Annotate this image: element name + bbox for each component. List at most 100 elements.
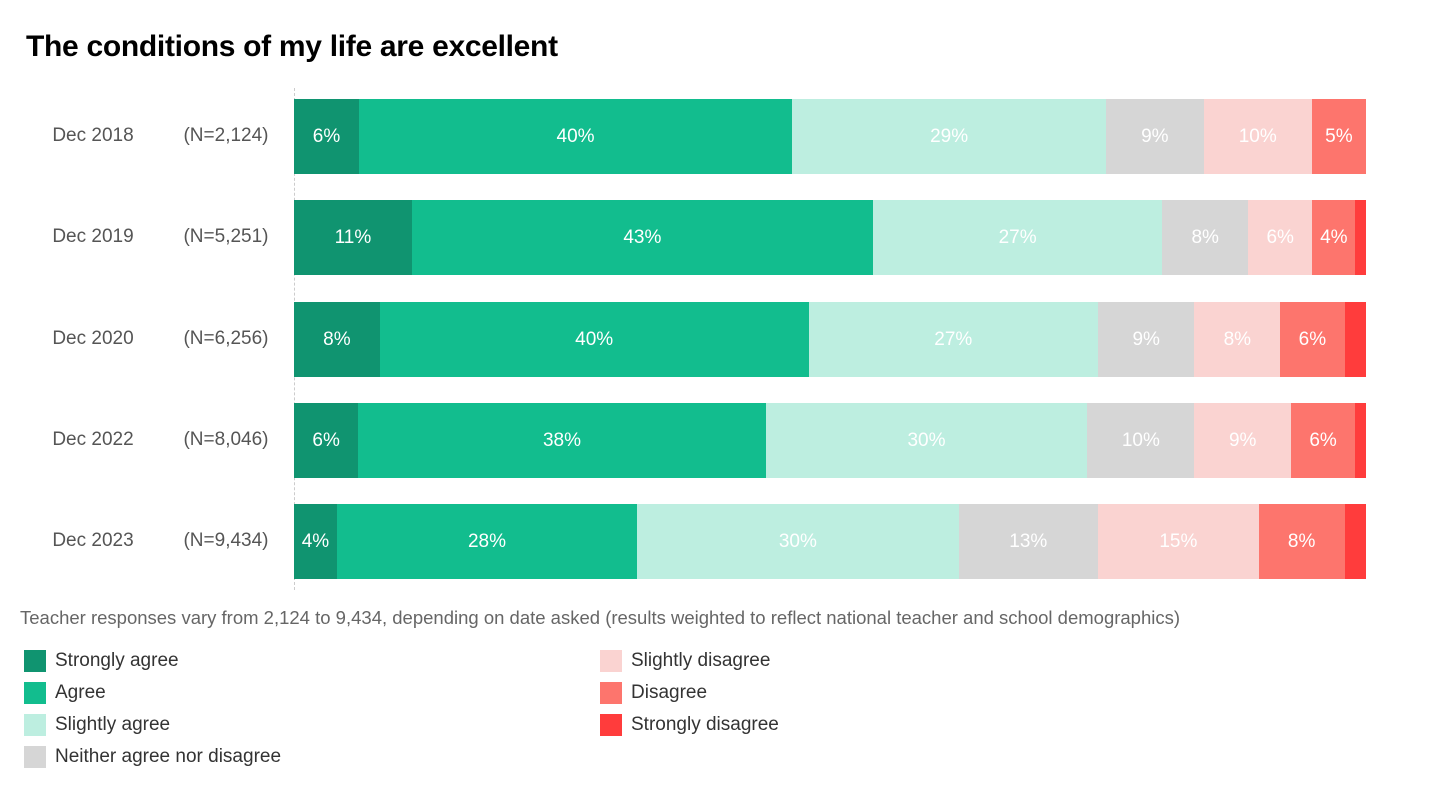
data-label: 6% <box>1309 429 1337 451</box>
bar-segment <box>1355 403 1366 478</box>
bar-segment: 38% <box>358 403 766 478</box>
data-label: 9% <box>1228 429 1257 451</box>
bar-segment: 40% <box>379 302 809 377</box>
data-label: 6% <box>312 429 340 451</box>
bar-segment: 10% <box>1203 99 1312 174</box>
data-label: 9% <box>1141 125 1169 147</box>
data-label: 43% <box>623 226 662 248</box>
sample-size-label: (N=9,434) <box>183 530 269 551</box>
legend-swatch <box>600 650 622 672</box>
category-label: Dec 2020 <box>52 328 134 349</box>
bar-segment: 11% <box>294 200 412 275</box>
bar-segment: 8% <box>1258 504 1345 579</box>
legend-label: Neither agree nor disagree <box>55 746 282 767</box>
bar-segment: 29% <box>792 99 1107 174</box>
data-label: 8% <box>1223 328 1252 350</box>
legend-label: Strongly agree <box>55 650 179 671</box>
data-label: 4% <box>301 530 330 552</box>
footnote: Teacher responses vary from 2,124 to 9,4… <box>20 607 1181 628</box>
data-label: 6% <box>312 125 341 147</box>
data-label: 15% <box>1159 530 1198 552</box>
data-label: 6% <box>1298 328 1327 350</box>
legend-label: Slightly agree <box>55 714 171 735</box>
data-label: 27% <box>998 226 1037 248</box>
bar-segment <box>1344 504 1366 579</box>
sample-size-label: (N=5,251) <box>183 226 269 247</box>
data-label: 11% <box>334 226 372 248</box>
bar-segment: 27% <box>808 302 1098 377</box>
bar-segment: 4% <box>294 504 337 579</box>
data-label: 29% <box>930 125 969 147</box>
legend-item: Strongly disagree <box>600 714 779 736</box>
bar-segment: 27% <box>872 200 1163 275</box>
data-label: 5% <box>1325 125 1353 147</box>
legend-item: Strongly agree <box>24 650 179 672</box>
legend-label: Strongly disagree <box>631 714 779 735</box>
bar-segment: 8% <box>294 302 380 377</box>
bar-segment: 30% <box>765 403 1088 478</box>
legend-swatch <box>24 746 46 768</box>
legend-item: Agree <box>24 682 106 704</box>
sample-size-label: (N=6,256) <box>183 328 269 349</box>
legend-swatch <box>600 714 622 736</box>
data-label: 9% <box>1132 328 1160 350</box>
category-label: Dec 2023 <box>52 530 134 551</box>
sample-size-label: (N=2,124) <box>183 125 269 146</box>
data-label: 8% <box>1191 226 1219 248</box>
data-label: 10% <box>1238 125 1277 147</box>
legend-swatch <box>600 682 622 704</box>
bar-segment <box>1355 200 1366 275</box>
data-label: 13% <box>1009 530 1048 552</box>
legend-item: Disagree <box>600 682 707 704</box>
data-label: 4% <box>1320 226 1348 248</box>
bar-segment: 15% <box>1097 504 1259 579</box>
bar-segment: 8% <box>1194 302 1281 377</box>
data-label: 40% <box>556 125 595 147</box>
stacked-bar: 11% 43% 27% 8% 6% 4% <box>294 200 1366 275</box>
stacked-bar: 4% 28% 30% 13% 15% 8% <box>294 504 1366 579</box>
bar-segment: 40% <box>358 99 793 174</box>
legend-label: Slightly disagree <box>631 650 771 671</box>
data-label: 38% <box>542 429 581 451</box>
bar-segment: 5% <box>1311 99 1366 174</box>
bar-segment: 9% <box>1097 302 1195 377</box>
bar-segment: 6% <box>1280 302 1345 377</box>
data-label: 10% <box>1121 429 1160 451</box>
stacked-bar: 6% 38% 30% 10% 9% 6% <box>294 403 1366 478</box>
bar-segment: 6% <box>294 403 359 478</box>
bar-segment: 10% <box>1087 403 1195 478</box>
data-label: 40% <box>575 328 614 350</box>
bar-segment: 6% <box>1248 200 1313 275</box>
data-label: 28% <box>467 530 506 552</box>
bar-segment: 9% <box>1106 99 1204 174</box>
bar-segment <box>1344 302 1366 377</box>
stacked-bar: 6% 40% 29% 9% 10% 5% <box>294 99 1366 174</box>
legend-item: Slightly agree <box>24 714 170 736</box>
legend-item: Neither agree nor disagree <box>24 746 281 768</box>
bar-segment: 9% <box>1194 403 1291 478</box>
legend-label: Agree <box>55 682 106 703</box>
category-label: Dec 2019 <box>52 226 134 247</box>
bar-segment: 6% <box>1290 403 1356 478</box>
legend-item: Slightly disagree <box>600 650 770 672</box>
data-label: 30% <box>778 530 817 552</box>
legend-swatch <box>24 714 46 736</box>
data-label: 8% <box>323 328 351 350</box>
bar-segment: 28% <box>336 504 638 579</box>
bar-segment: 43% <box>411 200 873 275</box>
chart-title: The conditions of my life are excellent <box>26 30 558 63</box>
category-label: Dec 2018 <box>52 125 134 146</box>
data-label: 8% <box>1287 530 1316 552</box>
legend-swatch <box>24 650 46 672</box>
bar-segment: 8% <box>1162 200 1249 275</box>
stacked-bar: 8% 40% 27% 9% 8% 6% <box>294 302 1366 377</box>
bar-segment: 6% <box>294 99 359 174</box>
category-label: Dec 2022 <box>52 429 134 450</box>
bar-segment: 13% <box>958 504 1098 579</box>
data-label: 27% <box>934 328 973 350</box>
bar-segment: 4% <box>1312 200 1356 275</box>
data-label: 30% <box>907 429 946 451</box>
bar-segment: 30% <box>637 504 959 579</box>
legend-swatch <box>24 682 46 704</box>
legend-label: Disagree <box>631 682 708 703</box>
